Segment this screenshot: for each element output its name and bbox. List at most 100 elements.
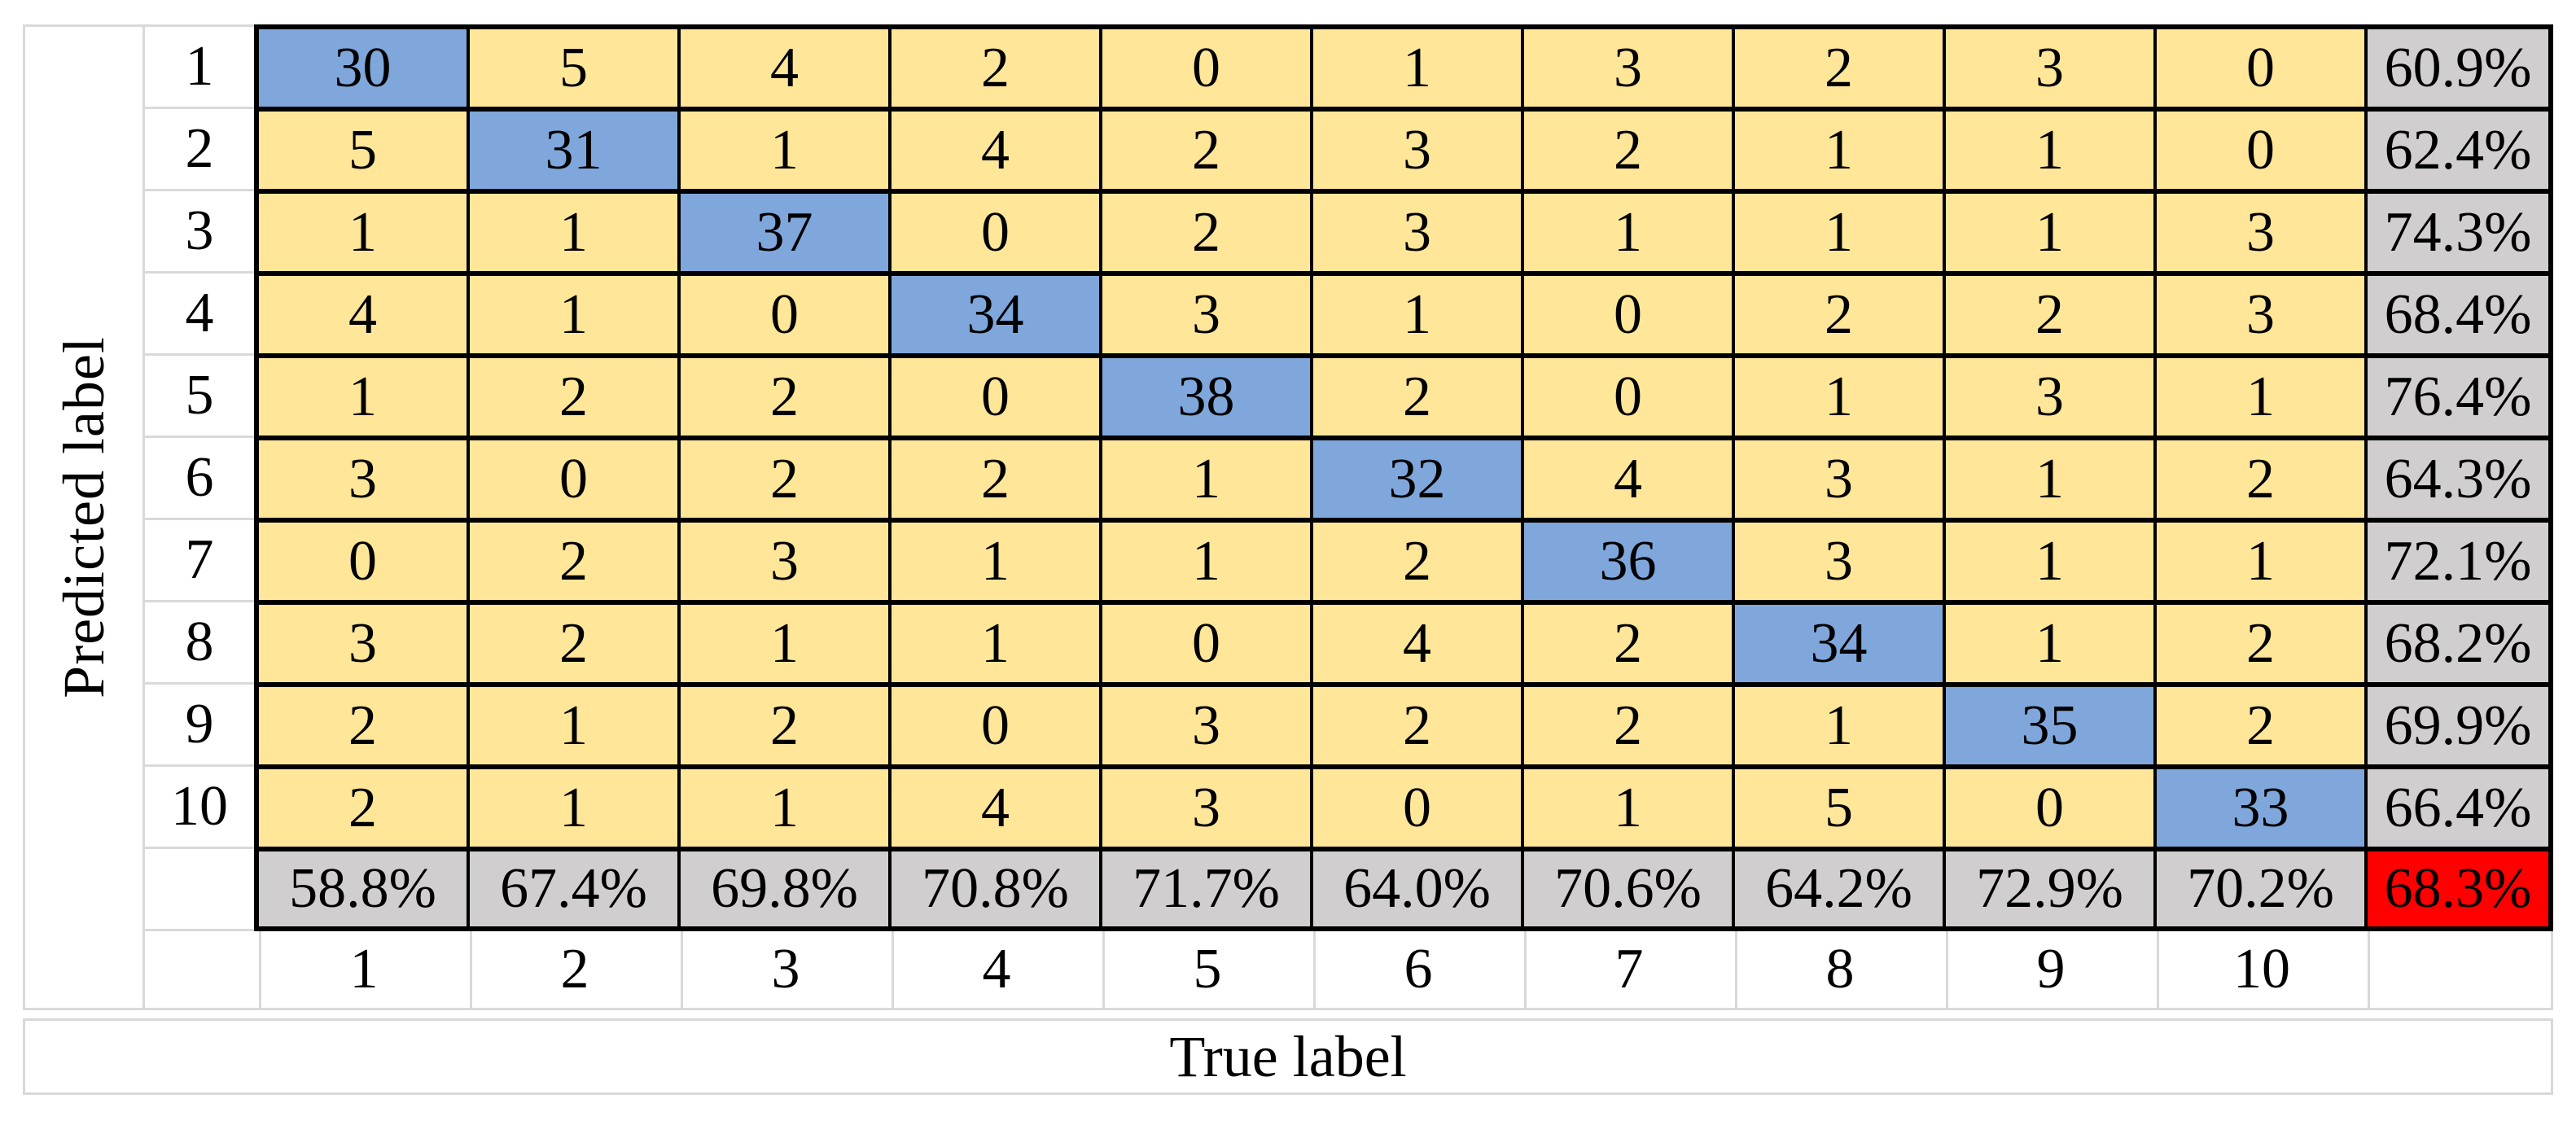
row-label: 3	[145, 191, 254, 274]
matrix-cell: 1	[1946, 605, 2153, 682]
row-percent-cell: 69.9%	[2368, 687, 2548, 764]
row-label: 6	[145, 438, 254, 520]
matrix-cell: 2	[2157, 687, 2364, 764]
matrix-cell: 4	[1313, 605, 1521, 682]
matrix-cell: 1	[1946, 523, 2153, 600]
matrix-cell: 0	[2157, 29, 2364, 107]
matrix-cell: 2	[470, 358, 677, 436]
row-label: 5	[145, 356, 254, 438]
row-label: 1	[145, 27, 254, 109]
matrix-cell: 2	[892, 440, 1099, 518]
row-percent-cell: 68.4%	[2368, 276, 2548, 353]
matrix-cell: 1	[892, 605, 1099, 682]
matrix-cell: 2	[1735, 276, 1943, 353]
col-label: 8	[1735, 931, 1943, 1008]
matrix-cell: 4	[892, 112, 1099, 189]
matrix-cell: 0	[892, 194, 1099, 271]
col-label: 3	[681, 931, 888, 1008]
diagonal-cell: 34	[1735, 605, 1943, 682]
row-percent-cell: 74.3%	[2368, 194, 2548, 271]
y-axis-title-cell: Predicted label	[23, 24, 145, 1010]
matrix-cell: 2	[1313, 358, 1521, 436]
diagonal-cell: 37	[681, 194, 888, 271]
col-label-row: 1 2 3 4 5 6 7 8 9 10	[254, 931, 2553, 1010]
matrix-cell: 2	[259, 769, 467, 847]
matrix-cell: 2	[681, 358, 888, 436]
matrix-cell: 1	[1946, 112, 2153, 189]
col-percent-cell: 72.9%	[1946, 851, 2153, 926]
diagonal-cell: 36	[1524, 523, 1732, 600]
matrix-cell: 3	[1735, 440, 1943, 518]
matrix-cell: 1	[470, 769, 677, 847]
matrix-cell: 1	[1735, 194, 1943, 271]
row-percent-cell: 72.1%	[2368, 523, 2548, 600]
col-percent-cell: 70.2%	[2157, 851, 2364, 926]
row-label: 10	[145, 767, 254, 849]
diagonal-cell: 35	[1946, 687, 2153, 764]
matrix-cell: 0	[1102, 29, 1310, 107]
matrix-cell: 3	[259, 605, 467, 682]
matrix-cell: 2	[2157, 440, 2364, 518]
col-percent-cell: 64.2%	[1735, 851, 1943, 926]
matrix-cell: 0	[1102, 605, 1310, 682]
matrix-cell: 2	[1946, 276, 2153, 353]
matrix-cell: 2	[1313, 687, 1521, 764]
matrix-cell: 0	[1524, 276, 1732, 353]
matrix-cell: 3	[2157, 194, 2364, 271]
matrix-cell: 4	[681, 29, 888, 107]
matrix-cell: 0	[1524, 358, 1732, 436]
matrix-cell: 2	[1524, 605, 1732, 682]
matrix-cell: 2	[470, 605, 677, 682]
row-label: 7	[145, 520, 254, 602]
matrix-cell: 1	[1735, 358, 1943, 436]
matrix-cell: 3	[1946, 358, 2153, 436]
matrix-cell: 5	[470, 29, 677, 107]
matrix-cell: 1	[2157, 358, 2364, 436]
matrix-cell: 5	[259, 112, 467, 189]
matrix-cell: 1	[1735, 112, 1943, 189]
matrix-cell: 5	[1735, 769, 1943, 847]
matrix-cell: 3	[1524, 29, 1732, 107]
matrix-cell: 1	[1313, 29, 1521, 107]
row-label: 8	[145, 602, 254, 685]
y-axis-title: Predicted label	[50, 336, 116, 698]
matrix-cell: 1	[259, 194, 467, 271]
col-percent-cell: 69.8%	[681, 851, 888, 926]
matrix-cell: 1	[681, 112, 888, 189]
matrix-cell: 4	[892, 769, 1099, 847]
diagonal-cell: 33	[2157, 769, 2364, 847]
matrix-cell: 0	[1313, 769, 1521, 847]
col-label: 2	[470, 931, 677, 1008]
col-label: 5	[1102, 931, 1310, 1008]
row-percent-cell: 76.4%	[2368, 358, 2548, 436]
col-percent-cell: 71.7%	[1102, 851, 1310, 926]
diagonal-cell: 32	[1313, 440, 1521, 518]
matrix-cell: 4	[259, 276, 467, 353]
matrix-cell: 1	[1735, 687, 1943, 764]
matrix-cell: 1	[1524, 769, 1732, 847]
col-percent-cell: 70.6%	[1524, 851, 1732, 926]
matrix-cell: 2	[1102, 194, 1310, 271]
matrix-cell: 1	[1946, 440, 2153, 518]
row-percent-cell: 64.3%	[2368, 440, 2548, 518]
matrix-cell: 2	[1524, 687, 1732, 764]
row-percent-cell: 62.4%	[2368, 112, 2548, 189]
matrix-cell: 2	[259, 687, 467, 764]
row-label: 4	[145, 274, 254, 356]
matrix-cell: 3	[2157, 276, 2364, 353]
matrix-cell: 3	[259, 440, 467, 518]
col-percent-cell: 64.0%	[1313, 851, 1521, 926]
matrix-cell: 1	[681, 769, 888, 847]
matrix-cell: 3	[1102, 769, 1310, 847]
row-percent-cell: 60.9%	[2368, 29, 2548, 107]
matrix-cell: 1	[681, 605, 888, 682]
col-label-empty	[2368, 931, 2548, 1008]
col-percent-cell: 58.8%	[259, 851, 467, 926]
matrix-cell: 1	[1313, 276, 1521, 353]
matrix-cell: 1	[892, 523, 1099, 600]
matrix-cell: 0	[1946, 769, 2153, 847]
matrix-cell: 0	[259, 523, 467, 600]
col-percent-cell: 70.8%	[892, 851, 1099, 926]
matrix-cell: 0	[681, 276, 888, 353]
